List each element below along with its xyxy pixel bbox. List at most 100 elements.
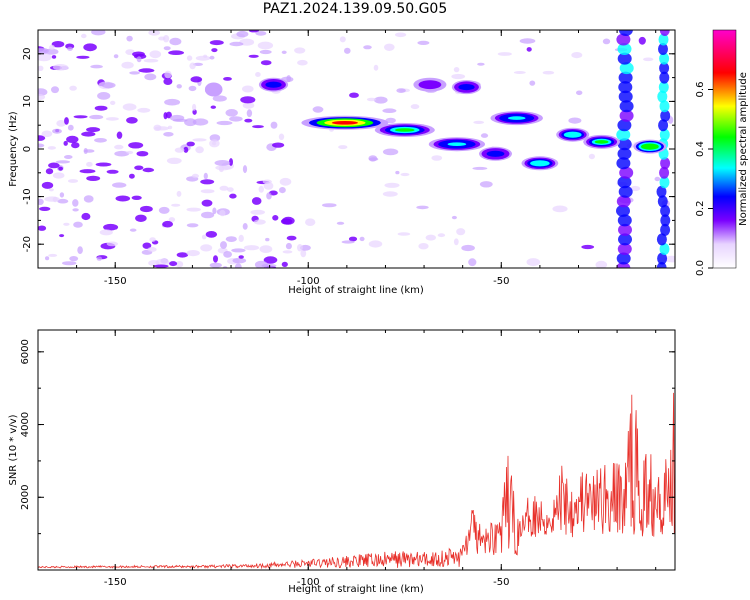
y-tick-label: -10 (22, 188, 33, 204)
noise-blob (183, 146, 189, 153)
vertical-streak (659, 71, 670, 84)
noise-blob (209, 40, 224, 46)
figure-title: PAZ1.2024.139.09.50.G05 (262, 1, 448, 17)
spectrogram-x-ticks: -150 -100 -50 (76, 30, 657, 287)
snr-y-ticks: 2000 4000 6000 (20, 339, 675, 535)
noise-blob (255, 72, 261, 77)
noise-blob (76, 55, 90, 59)
noise-blob (67, 179, 79, 183)
noise-blob (417, 40, 430, 46)
noise-blob (400, 172, 410, 177)
noise-blob (103, 223, 119, 231)
noise-blob (83, 149, 95, 153)
noise-blob (164, 98, 181, 106)
noise-blob (203, 172, 208, 180)
colorbar-tick-label: 0.4 (695, 141, 706, 157)
colorbar-tick-label: 0.6 (695, 82, 706, 98)
vertical-streak (657, 252, 668, 265)
noise-blob (144, 73, 157, 81)
noise-blob (57, 198, 69, 204)
noise-blob (250, 209, 265, 215)
noise-blob (131, 195, 142, 200)
noise-blob (338, 145, 348, 150)
noise-blob (158, 206, 170, 214)
noise-blob (305, 218, 316, 226)
noise-blob (643, 57, 654, 62)
snr-series-line (38, 392, 675, 570)
vertical-streak (617, 52, 632, 65)
noise-blob (480, 133, 489, 138)
noise-blob (219, 209, 226, 217)
noise-blob (114, 150, 130, 157)
feature-band (423, 82, 437, 87)
feature-band (507, 116, 526, 120)
vertical-streak (617, 214, 632, 227)
vertical-streak (657, 195, 668, 208)
noise-blob (249, 30, 259, 33)
vertical-streak (618, 71, 633, 84)
noise-blob (382, 148, 399, 156)
noise-blob (339, 36, 346, 43)
noise-blob (58, 166, 63, 171)
noise-blob (497, 52, 512, 56)
noise-blob (162, 220, 174, 228)
noise-blob (51, 55, 57, 59)
noise-blob (232, 257, 247, 264)
noise-blob (418, 243, 429, 250)
noise-blob (113, 54, 119, 59)
y-tick-label: 6000 (20, 339, 31, 364)
noise-blob (99, 229, 113, 236)
noise-blob (48, 162, 60, 169)
noise-blob (129, 228, 137, 232)
feature-band (267, 82, 280, 87)
noise-blob (163, 35, 170, 43)
feature-band (460, 85, 473, 89)
noise-blob (229, 193, 237, 199)
noise-blob (52, 64, 69, 71)
vertical-streak (619, 166, 634, 179)
vertical-streak (659, 128, 670, 141)
noise-blob (186, 207, 201, 212)
noise-blob (229, 41, 244, 47)
noise-blob (49, 44, 55, 51)
noise-blob (90, 64, 103, 69)
noise-blob (212, 95, 227, 102)
noise-blob (263, 256, 278, 264)
noise-blob (279, 187, 286, 194)
noise-blob (581, 244, 595, 250)
noise-blob (169, 37, 182, 46)
noise-blob (73, 115, 88, 119)
noise-blob (209, 262, 222, 268)
noise-blob (38, 65, 44, 71)
noise-blob (384, 182, 400, 188)
noise-blob (81, 212, 91, 221)
noise-blob (638, 36, 646, 45)
x-tick-label: -100 (297, 276, 320, 287)
noise-blob (97, 92, 111, 100)
vertical-streak (660, 204, 671, 217)
noise-blob (382, 108, 397, 113)
noise-blob (39, 206, 51, 211)
noise-blob (200, 189, 215, 194)
noise-blob (210, 105, 216, 109)
noise-blob (86, 127, 101, 133)
noise-blob (59, 234, 65, 238)
noise-blob (149, 237, 156, 243)
vertical-streak (618, 90, 633, 103)
colorbar-gradient (712, 29, 737, 269)
noise-blob (51, 41, 65, 48)
spectrogram-features (204, 77, 667, 171)
vertical-streak (618, 81, 633, 94)
vertical-streak (659, 30, 670, 36)
vertical-streak (617, 147, 632, 160)
noise-blob (213, 255, 218, 263)
noise-blob (142, 242, 152, 249)
noise-blob (552, 205, 568, 213)
vertical-streak (659, 100, 670, 113)
noise-blob (55, 160, 70, 164)
noise-blob (142, 167, 155, 173)
noise-blob (294, 47, 306, 54)
noise-blob (163, 132, 174, 137)
noise-blob (200, 244, 213, 252)
